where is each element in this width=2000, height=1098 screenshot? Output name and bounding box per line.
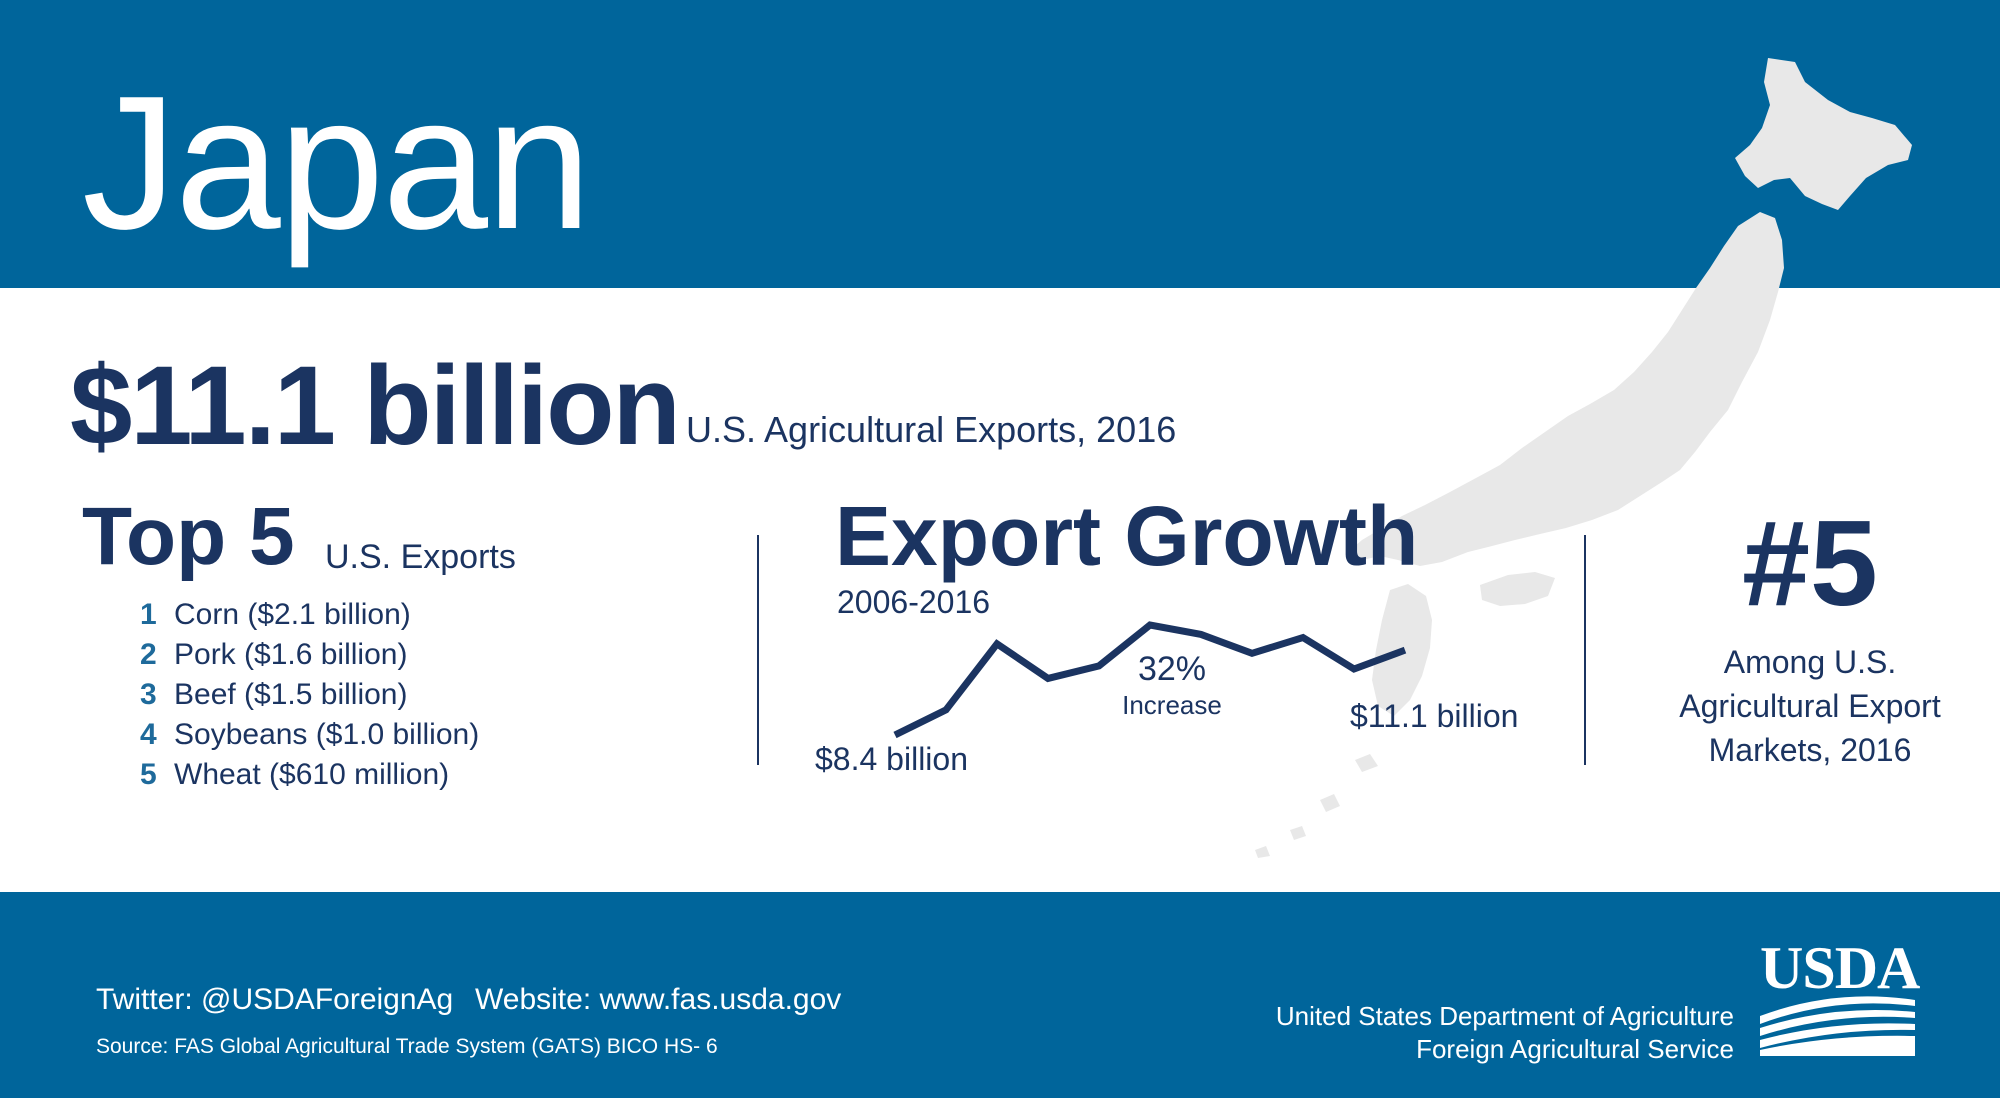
website-link[interactable]: Website: www.fas.usda.gov <box>475 983 842 1016</box>
list-item-rank: 4 <box>140 718 157 751</box>
list-item-label: Pork ($1.6 billion) <box>174 638 408 671</box>
section-divider-right <box>1584 535 1586 765</box>
export-total-value: $11.1 billion <box>70 343 681 468</box>
list-item: 1 Corn ($2.1 billion) <box>140 595 479 635</box>
list-item-label: Beef ($1.5 billion) <box>174 678 408 711</box>
section-divider-left <box>757 535 759 765</box>
list-item: 3 Beef ($1.5 billion) <box>140 675 479 715</box>
usda-logo-icon <box>1760 996 1915 1056</box>
page-title: Japan <box>82 57 592 269</box>
header-band <box>0 0 2000 288</box>
list-item-rank: 2 <box>140 638 157 671</box>
agency-line: Foreign Agricultural Service <box>1416 1034 1734 1064</box>
list-item: 4 Soybeans ($1.0 billion) <box>140 715 479 755</box>
top5-heading: Top 5 <box>82 491 295 582</box>
growth-heading: Export Growth <box>835 489 1419 583</box>
list-item-rank: 3 <box>140 678 157 711</box>
footer-band <box>0 892 2000 1098</box>
twitter-link[interactable]: Twitter: @USDAForeignAg <box>96 983 454 1016</box>
list-item-label: Corn ($2.1 billion) <box>174 598 411 631</box>
export-total-caption: U.S. Agricultural Exports, 2016 <box>686 409 1177 450</box>
growth-years: 2006-2016 <box>837 584 991 620</box>
list-item-label: Wheat ($610 million) <box>174 758 450 791</box>
growth-percent-label: Increase <box>1122 690 1222 720</box>
rank-caption-line: Agricultural Export <box>1679 688 1941 724</box>
top5-list: 1 Corn ($2.1 billion) 2 Pork ($1.6 billion… <box>140 595 479 795</box>
list-item-label: Soybeans ($1.0 billion) <box>174 718 480 751</box>
rank-caption-line: Among U.S. <box>1723 644 1897 680</box>
rank-caption-line: Markets, 2016 <box>1708 732 1912 768</box>
growth-start-label: $8.4 billion <box>815 741 968 777</box>
market-rank: #5 <box>1742 495 1878 631</box>
list-item: 2 Pork ($1.6 billion) <box>140 635 479 675</box>
top5-subheading: U.S. Exports <box>325 538 516 576</box>
list-item-rank: 1 <box>140 598 157 631</box>
growth-end-label: $11.1 billion <box>1350 698 1519 734</box>
growth-line-chart <box>893 621 1407 739</box>
usda-logo-text: USDA <box>1760 935 1920 1001</box>
agency-line: United States Department of Agriculture <box>1275 1001 1734 1031</box>
growth-percent: 32% <box>1137 650 1207 688</box>
market-rank-caption: Among U.S. Agricultural Export Markets, … <box>1620 640 2000 772</box>
list-item: 5 Wheat ($610 million) <box>140 755 479 795</box>
agency-name: United States Department of Agriculture … <box>1276 1000 1734 1066</box>
list-item-rank: 5 <box>140 758 157 791</box>
source-note: Source: FAS Global Agricultural Trade Sy… <box>96 1035 718 1058</box>
